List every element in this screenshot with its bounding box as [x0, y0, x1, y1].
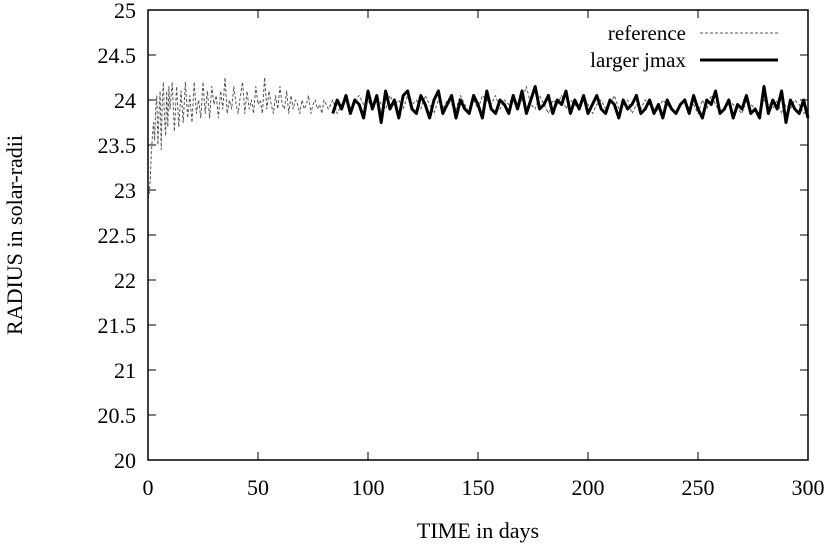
- legend: reference larger jmax: [590, 21, 778, 72]
- y-tick-label-1: 20.5: [98, 403, 137, 428]
- legend-label-reference: reference: [608, 21, 686, 45]
- series-line-larger-jmax: [331, 85, 810, 124]
- y-tick-label-0: 20: [114, 448, 136, 473]
- y-tick-label-3: 21.5: [98, 313, 137, 338]
- y-tick-labels: 20 20.5 21 21.5 22 22.5 23 23.5 24 24.5 25: [98, 0, 137, 473]
- x-tick-label-6: 300: [792, 475, 825, 500]
- x-tick-labels: 0 50 100 150 200 250 300: [143, 475, 825, 500]
- x-axis-label: TIME in days: [417, 518, 539, 543]
- x-tick-label-1: 50: [247, 475, 269, 500]
- axis-ticks: [147, 9, 809, 461]
- x-tick-label-5: 250: [682, 475, 715, 500]
- x-tick-label-2: 100: [352, 475, 385, 500]
- x-tick-label-0: 0: [143, 475, 154, 500]
- plot-frame: [147, 9, 809, 461]
- y-tick-label-10: 25: [114, 0, 136, 23]
- y-tick-label-8: 24: [114, 88, 136, 113]
- y-tick-label-7: 23.5: [98, 133, 137, 158]
- y-tick-label-9: 24.5: [98, 43, 137, 68]
- y-tick-label-5: 22.5: [98, 223, 137, 248]
- y-tick-label-6: 23: [114, 178, 136, 203]
- legend-label-larger-jmax: larger jmax: [590, 48, 686, 72]
- series-layer: [147, 77, 810, 200]
- y-tick-label-4: 22: [114, 268, 136, 293]
- x-tick-label-4: 200: [572, 475, 605, 500]
- series-line-reference: [147, 77, 809, 200]
- x-tick-label-3: 150: [462, 475, 495, 500]
- y-axis-label: RADIUS in solar-radii: [2, 135, 27, 335]
- y-tick-label-2: 21: [114, 358, 136, 383]
